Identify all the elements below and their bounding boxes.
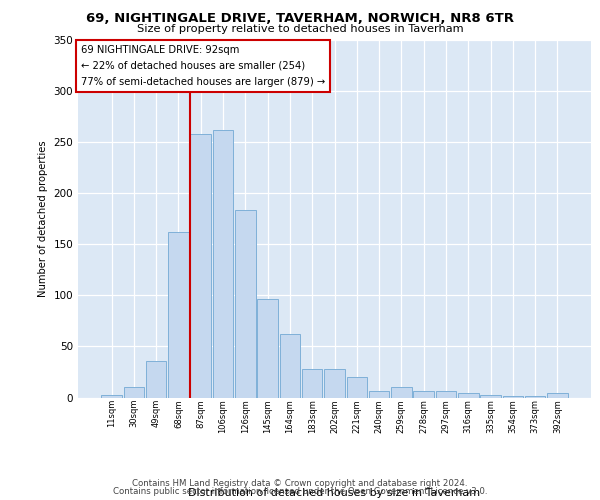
Bar <box>146 360 166 398</box>
Bar <box>503 396 523 398</box>
Bar <box>347 377 367 398</box>
Bar <box>525 396 545 398</box>
Bar <box>458 394 479 398</box>
Bar <box>101 396 122 398</box>
Bar <box>480 396 501 398</box>
Text: Size of property relative to detached houses in Taverham: Size of property relative to detached ho… <box>137 24 463 34</box>
Text: 69, NIGHTINGALE DRIVE, TAVERHAM, NORWICH, NR8 6TR: 69, NIGHTINGALE DRIVE, TAVERHAM, NORWICH… <box>86 12 514 26</box>
Bar <box>213 130 233 398</box>
Bar <box>124 388 144 398</box>
X-axis label: Distribution of detached houses by size in Taverham: Distribution of detached houses by size … <box>188 488 481 498</box>
Bar <box>369 392 389 398</box>
Bar <box>547 394 568 398</box>
Bar <box>280 334 300 398</box>
Bar <box>190 134 211 398</box>
Bar <box>235 210 256 398</box>
Bar <box>257 300 278 398</box>
Text: Contains public sector information licensed under the Open Government Licence v3: Contains public sector information licen… <box>113 487 487 496</box>
Bar <box>324 369 345 398</box>
Text: 69 NIGHTINGALE DRIVE: 92sqm
← 22% of detached houses are smaller (254)
77% of se: 69 NIGHTINGALE DRIVE: 92sqm ← 22% of det… <box>80 46 325 86</box>
Bar <box>436 392 456 398</box>
Y-axis label: Number of detached properties: Number of detached properties <box>38 140 48 297</box>
Bar <box>413 392 434 398</box>
Bar <box>391 388 412 398</box>
Bar <box>168 232 189 398</box>
Text: Contains HM Land Registry data © Crown copyright and database right 2024.: Contains HM Land Registry data © Crown c… <box>132 478 468 488</box>
Bar <box>302 369 322 398</box>
